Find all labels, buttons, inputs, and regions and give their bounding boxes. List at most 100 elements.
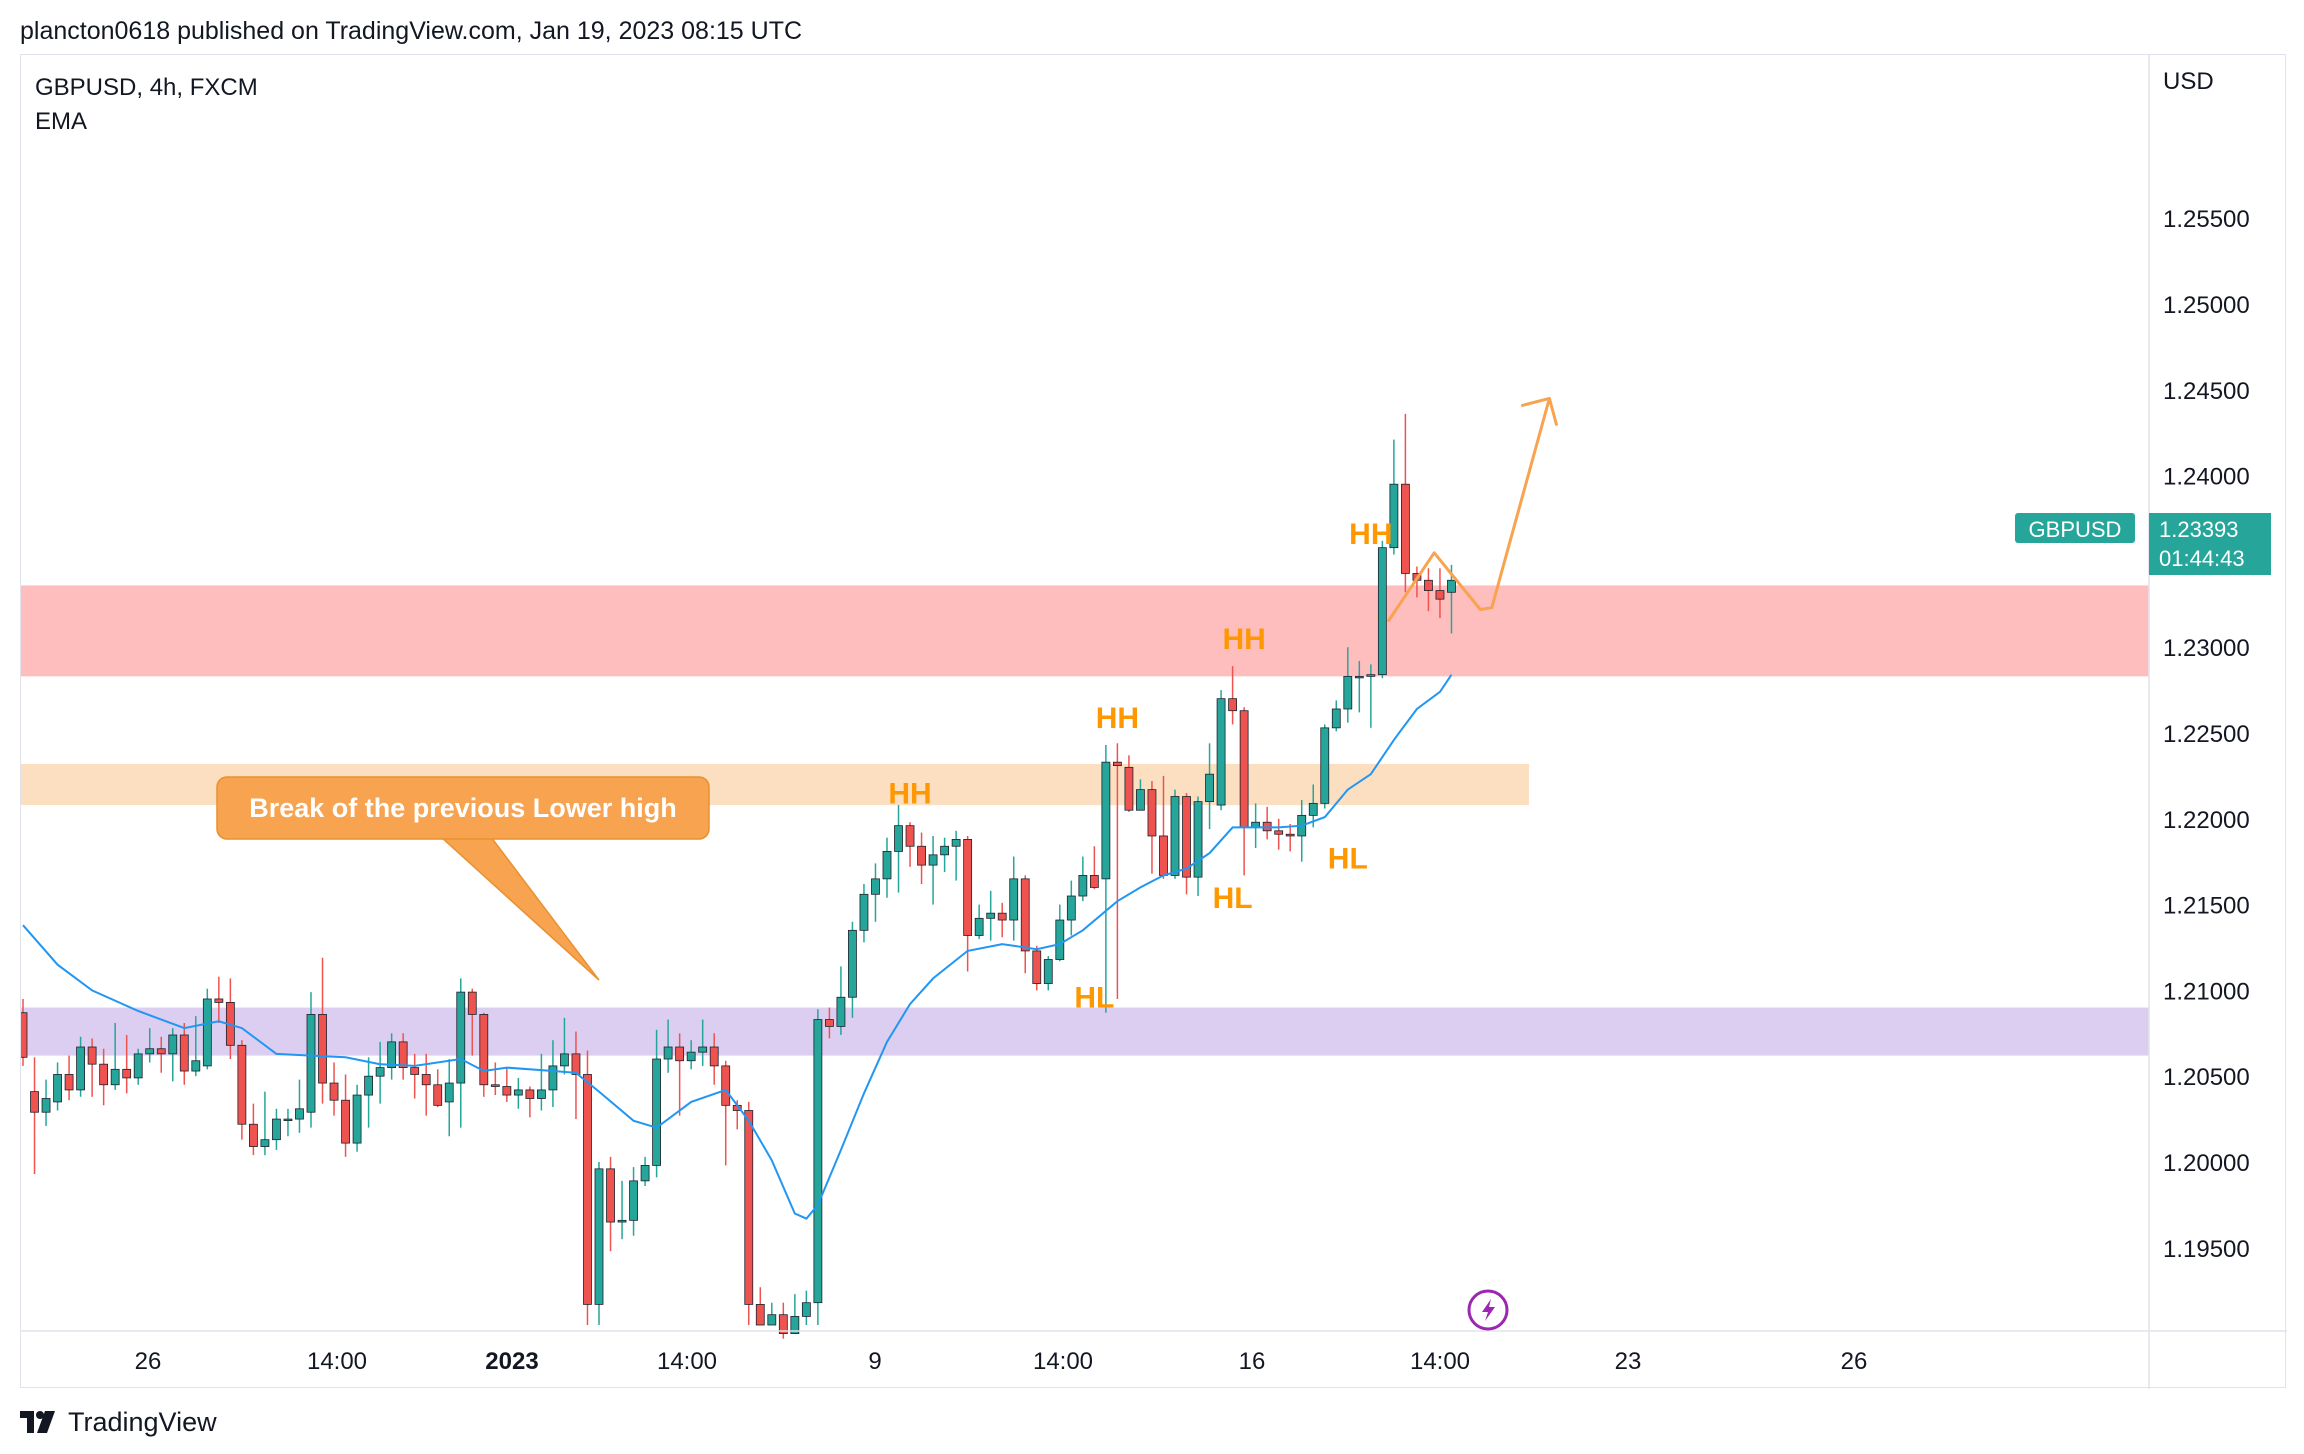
y-tick-label: 1.21500 [2163,893,2250,920]
candle [675,1033,685,1116]
price-chart[interactable]: HH HH HH HH HL HL HL Break of the previous Lowe… [21,55,2287,1389]
candle-body [1366,674,1376,677]
candle [1147,781,1157,874]
candle [1032,945,1042,991]
zone-resistance [21,585,2149,677]
candle [951,830,961,881]
candle-body [1055,919,1065,960]
candle-body [698,1046,708,1053]
candle [997,902,1007,938]
candle [21,998,28,1066]
symbol-badge[interactable] [2015,513,2135,543]
candle [1262,806,1272,840]
candle [1239,707,1249,876]
candle [1066,880,1076,936]
swing-label-hh: HH [1222,623,1265,656]
candle [825,1007,834,1039]
candle-body [848,929,857,998]
candle [467,988,477,1056]
candle-body [513,1089,523,1096]
price-badges: GBPUSD 1.23393 01:44:43 [2015,513,2271,575]
candle [859,884,869,943]
candle [364,1057,374,1128]
candle-body [64,1074,74,1091]
candles-layer [21,413,1456,1339]
candle [272,1108,281,1150]
candle-body [767,1314,777,1326]
candle [560,1017,569,1075]
candle [283,1108,293,1137]
candle-body [467,991,477,1015]
candle-body [859,893,869,931]
candle [1193,796,1203,897]
indicator-label[interactable]: EMA [35,108,87,135]
candle [1216,690,1226,811]
candle-body [1205,773,1214,803]
candle-body [1389,483,1399,549]
candle-body [156,1048,166,1055]
candle [237,1040,247,1140]
candle [894,805,903,893]
candle-body [145,1048,155,1055]
candle-body [721,1065,731,1106]
candle-body [456,991,466,1084]
x-tick-labels: 26 14:00 2023 14:00 9 14:00 16 14:00 23 26 [135,1348,1868,1375]
tradingview-logo-icon [20,1411,55,1433]
zones-layer [21,585,2149,1056]
projection-path [1386,398,1551,623]
candle [433,1069,443,1108]
candle-body [1216,698,1226,806]
candle-body [1424,579,1433,591]
candle [721,1060,731,1166]
publish-info: plancton0618 published on TradingView.co… [20,17,803,45]
candle-body [1101,761,1111,880]
y-tick-label: 1.23000 [2163,635,2250,662]
candle [1424,568,1433,612]
candle [329,1062,339,1116]
symbol-badge-text: GBPUSD [2029,517,2122,542]
candle-body [1308,802,1318,816]
candle [974,904,984,939]
candle [940,837,949,872]
candle [1043,956,1053,991]
candle-body [1078,875,1088,897]
candle [1170,789,1180,879]
candle [686,1040,696,1070]
symbol-line[interactable]: GBPUSD, 4h, FXCM [35,74,258,101]
candle-body [652,1058,661,1166]
candle-body [110,1068,120,1086]
candle-body [1032,950,1042,984]
candle-body [191,1060,201,1072]
candle-body [537,1089,546,1099]
candle-body [352,1094,362,1144]
candle [790,1294,800,1334]
y-tick-label: 1.25000 [2163,292,2250,319]
candle [398,1033,408,1080]
candle-body [1377,547,1387,676]
swing-label-hh: HH [1096,702,1139,735]
candle-body [341,1099,350,1144]
alert-icon-button[interactable] [1467,1289,1509,1331]
candle [1308,784,1318,828]
candle [1009,856,1019,941]
currency-label[interactable]: USD [2163,68,2214,95]
last-price-badge[interactable] [2149,513,2271,575]
candle [456,978,466,1128]
candle-body [1147,789,1157,837]
candle-body [1285,833,1295,837]
candle [145,1028,155,1063]
candle [1020,875,1030,974]
candle [375,1041,385,1104]
x-tick-label: 14:00 [1410,1348,1470,1375]
candle-body [1009,878,1019,921]
candle [41,1079,51,1126]
candle-body [790,1316,800,1334]
candle-body [1435,590,1445,600]
candle-body [375,1067,385,1077]
candle-body [364,1075,374,1096]
chart-frame[interactable]: HH HH HH HH HL HL HL Break of the previous Lowe… [20,54,2287,1389]
candle [986,890,996,941]
candle-body [963,838,973,936]
candle-body [87,1046,97,1065]
callout-text: Break of the previous Lower high [249,793,677,823]
